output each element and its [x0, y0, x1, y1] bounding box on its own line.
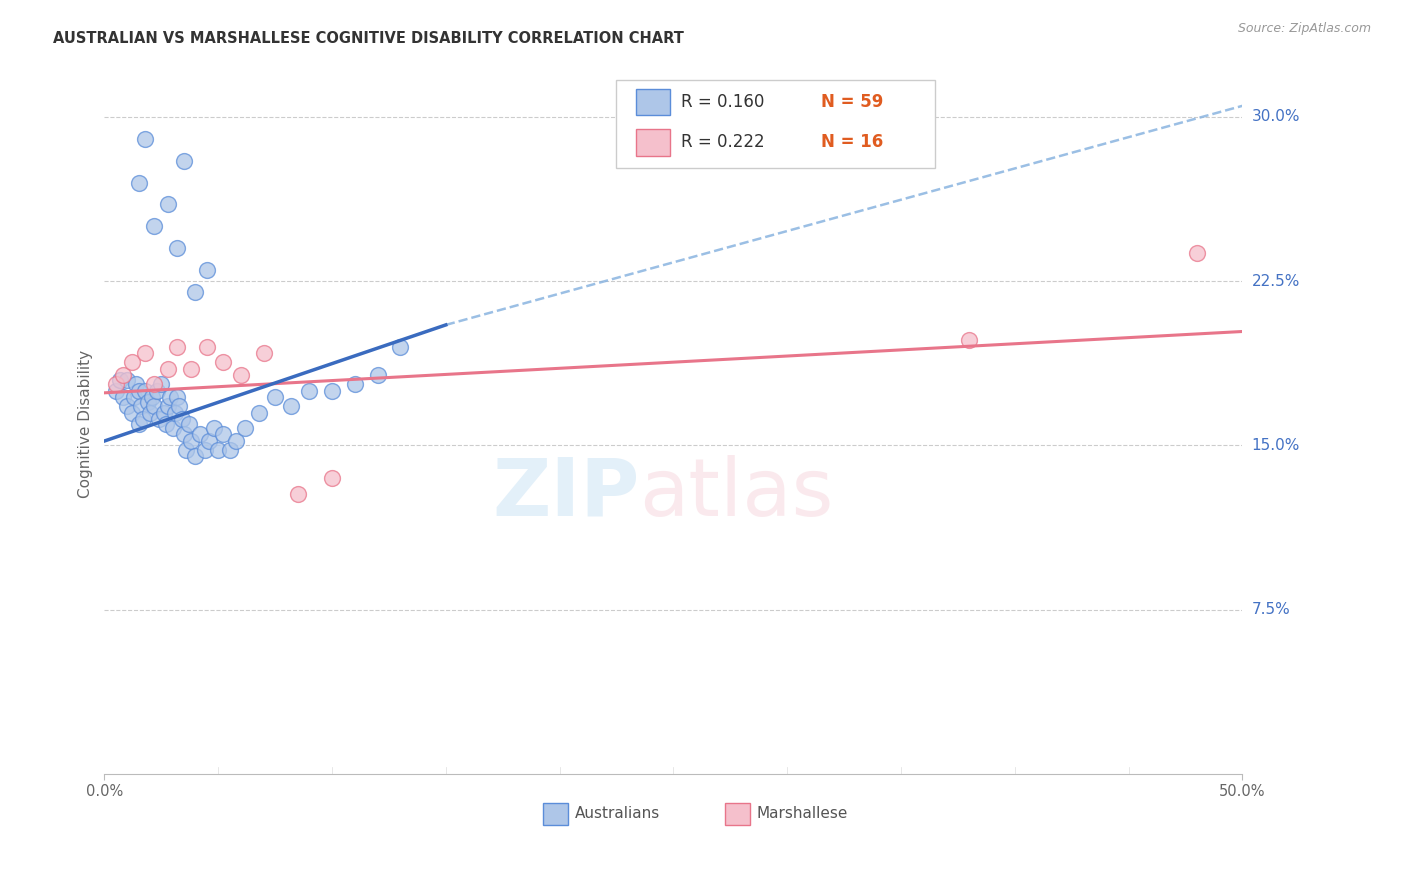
Point	[134, 131, 156, 145]
Point	[211, 427, 233, 442]
Point	[180, 361, 202, 376]
Point	[139, 405, 162, 419]
Text: atlas: atlas	[640, 455, 834, 533]
Point	[225, 434, 247, 448]
Point	[111, 390, 134, 404]
Point	[253, 346, 276, 360]
Point	[104, 384, 127, 398]
Point	[157, 399, 180, 413]
FancyBboxPatch shape	[636, 129, 671, 156]
Point	[141, 390, 163, 404]
Point	[157, 361, 180, 376]
Point	[145, 384, 167, 398]
Text: 22.5%: 22.5%	[1251, 274, 1301, 289]
Point	[173, 427, 195, 442]
Point	[134, 346, 156, 360]
Point	[110, 373, 132, 387]
Point	[148, 412, 170, 426]
Point	[287, 486, 309, 500]
Point	[235, 421, 257, 435]
Text: N = 59: N = 59	[821, 93, 884, 112]
FancyBboxPatch shape	[543, 804, 568, 824]
Text: AUSTRALIAN VS MARSHALLESE COGNITIVE DISABILITY CORRELATION CHART: AUSTRALIAN VS MARSHALLESE COGNITIVE DISA…	[53, 31, 685, 46]
Point	[115, 373, 138, 387]
Point	[132, 412, 155, 426]
Point	[143, 377, 166, 392]
Point	[195, 263, 218, 277]
Point	[298, 384, 321, 398]
Point	[184, 285, 207, 299]
Point	[115, 399, 138, 413]
Point	[166, 241, 188, 255]
Y-axis label: Cognitive Disability: Cognitive Disability	[79, 350, 93, 498]
Point	[166, 390, 188, 404]
Point	[184, 450, 207, 464]
Point	[169, 399, 191, 413]
Point	[176, 442, 198, 457]
Point	[128, 384, 150, 398]
Point	[155, 417, 177, 431]
Point	[150, 377, 173, 392]
Point	[264, 390, 287, 404]
Point	[159, 390, 181, 404]
Point	[229, 368, 252, 383]
Point	[247, 405, 270, 419]
Point	[143, 219, 166, 234]
Point	[134, 384, 156, 398]
Point	[343, 377, 366, 392]
Point	[122, 390, 145, 404]
Point	[218, 442, 240, 457]
Point	[366, 368, 388, 383]
Text: 30.0%: 30.0%	[1251, 110, 1301, 124]
Point	[280, 399, 302, 413]
Point	[129, 399, 152, 413]
Point	[152, 405, 174, 419]
Point	[321, 471, 343, 485]
Text: Marshallese: Marshallese	[756, 806, 848, 822]
Point	[321, 384, 343, 398]
Text: Source: ZipAtlas.com: Source: ZipAtlas.com	[1237, 22, 1371, 36]
Point	[163, 405, 186, 419]
Point	[128, 417, 150, 431]
Text: N = 16: N = 16	[821, 134, 883, 152]
Point	[170, 412, 193, 426]
Text: Australians: Australians	[575, 806, 659, 822]
FancyBboxPatch shape	[724, 804, 749, 824]
Point	[162, 421, 184, 435]
Point	[211, 355, 233, 369]
Text: R = 0.160: R = 0.160	[682, 93, 765, 112]
Text: 15.0%: 15.0%	[1251, 438, 1301, 453]
Point	[188, 427, 211, 442]
Point	[173, 153, 195, 168]
Point	[128, 176, 150, 190]
Text: R = 0.222: R = 0.222	[682, 134, 765, 152]
Point	[193, 442, 215, 457]
Point	[180, 434, 202, 448]
FancyBboxPatch shape	[616, 80, 935, 168]
Point	[121, 405, 143, 419]
Point	[111, 368, 134, 383]
Point	[1185, 245, 1208, 260]
Point	[207, 442, 229, 457]
Point	[157, 197, 180, 211]
Point	[195, 340, 218, 354]
Point	[104, 377, 127, 392]
Point	[136, 394, 159, 409]
Point	[143, 399, 166, 413]
Point	[177, 417, 200, 431]
Point	[389, 340, 412, 354]
Point	[202, 421, 225, 435]
Point	[198, 434, 221, 448]
Point	[121, 355, 143, 369]
Text: 7.5%: 7.5%	[1251, 602, 1291, 617]
Point	[957, 333, 980, 347]
Point	[166, 340, 188, 354]
Point	[125, 377, 148, 392]
FancyBboxPatch shape	[636, 88, 671, 115]
Text: ZIP: ZIP	[492, 455, 640, 533]
